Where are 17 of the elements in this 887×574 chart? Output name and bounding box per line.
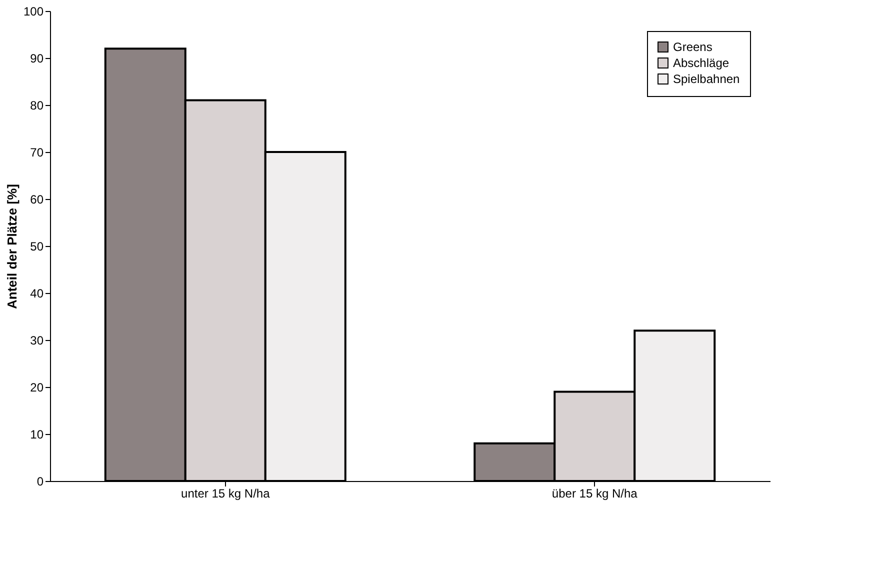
y-tick-label: 10 bbox=[30, 428, 44, 442]
y-tick-label: 80 bbox=[30, 98, 44, 112]
y-tick-label: 0 bbox=[36, 474, 44, 488]
legend-label: Spielbahnen bbox=[673, 72, 740, 86]
y-tick-label: 50 bbox=[30, 240, 44, 254]
legend-label: Abschläge bbox=[673, 56, 730, 70]
y-tick-label: 90 bbox=[30, 52, 44, 66]
y-tick-label: 70 bbox=[30, 146, 44, 160]
legend-label: Greens bbox=[673, 40, 712, 54]
x-tick-label: über 15 kg N/ha bbox=[552, 486, 638, 500]
y-axis-title: Anteil der Plätze [%] bbox=[4, 184, 20, 309]
y-tick-label: 40 bbox=[30, 286, 44, 300]
x-tick-label: unter 15 kg N/ha bbox=[181, 486, 270, 500]
y-tick-label: 20 bbox=[30, 380, 44, 394]
y-tick-label: 60 bbox=[30, 192, 44, 206]
y-tick-label: 100 bbox=[23, 4, 44, 18]
y-tick-label: 30 bbox=[30, 334, 44, 348]
